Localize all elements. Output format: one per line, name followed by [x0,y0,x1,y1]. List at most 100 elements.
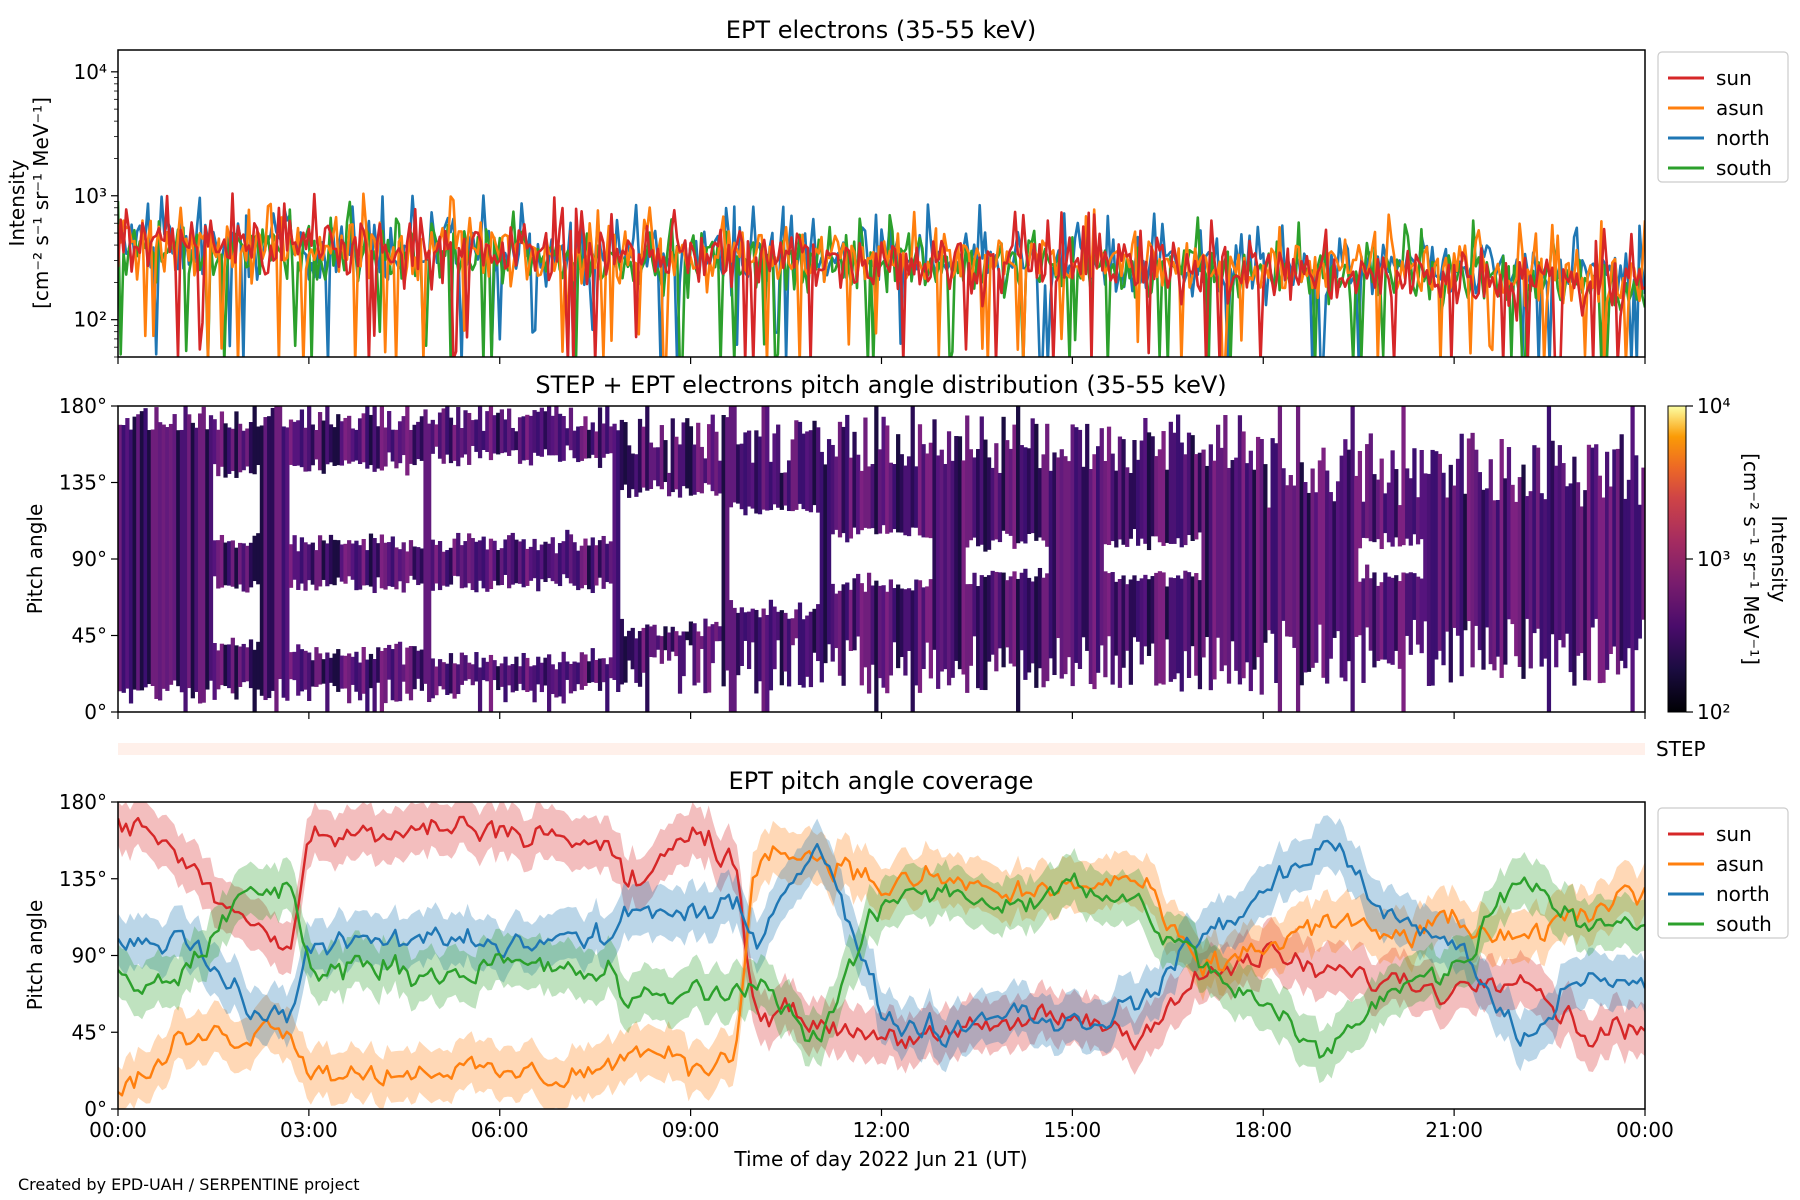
heatmap-cell [492,415,497,454]
heatmap-cell [765,614,770,712]
heatmap-cell [1568,483,1573,673]
heatmap-cell [354,429,359,461]
heatmap-cell [1106,426,1112,546]
heatmap-cell [801,619,806,688]
heatmap-cell [1143,417,1148,544]
heatmap-cell [474,541,479,593]
heatmap-cell [845,582,850,641]
heatmap-cell [1434,451,1439,660]
panel1-frame [117,49,1646,358]
panel4-ylabel: Pitch angle [23,900,47,1011]
heatmap-cell [448,547,454,585]
panel1-legend-label-north: north [1716,126,1770,150]
heatmap-cell [419,649,424,691]
heatmap-cell [536,411,541,456]
heatmap-cell [368,653,374,689]
heatmap-cell [437,541,443,591]
heatmap-cell [579,426,584,461]
heatmap-cell [1543,499,1548,659]
heatmap-cell [1114,470,1119,548]
heatmap-cell [550,537,555,582]
heatmap-cell [427,423,432,703]
heatmap-cell [205,429,210,690]
heatmap-cell [197,413,203,704]
heatmap-cell [1092,454,1097,690]
heatmap-cell [965,584,970,693]
heatmap-cell [1448,464,1453,683]
heatmap-cell [1470,432,1475,668]
heatmap-cell [1023,568,1028,680]
heatmap-cell [1106,573,1112,637]
heatmap-cell [925,453,930,538]
heatmap-cell [579,545,584,589]
heatmap-cell [347,540,352,577]
panel2-x-ticks [117,712,1646,719]
heatmap-cell [736,612,741,676]
heatmap-cell [783,612,788,672]
heatmap-cell [1005,580,1010,648]
heatmap-cell [416,547,421,586]
heatmap-cell [1059,449,1064,679]
heatmap-cell [543,411,548,450]
heatmap-cell [507,535,512,589]
panel4-legend-label-south: south [1716,912,1772,936]
heatmap-cell [492,660,497,681]
heatmap-cell [903,589,908,676]
heatmap-cell [772,433,777,505]
heatmap-cell [576,426,581,463]
heatmap-cell [121,425,126,693]
heatmap-cell [1372,572,1377,668]
heatmap-cell [612,423,617,680]
heatmap-cell [532,410,537,453]
heatmap-cell [794,609,799,639]
panel4-xtick-label-6: 18:00 [1234,1118,1292,1142]
heatmap-cell [634,638,639,683]
heatmap-cell [565,428,570,446]
heatmap-cell [223,644,228,687]
heatmap-cell [605,543,610,583]
heatmap-cell [514,431,519,451]
heatmap-cell [470,538,475,591]
heatmap-cell [674,631,679,657]
heatmap-cell [805,431,810,511]
heatmap-cell [503,656,508,703]
heatmap-cell [1019,572,1024,651]
heatmap-cell [976,449,981,547]
heatmap-cell [990,570,995,655]
heatmap-cell [325,652,330,712]
heatmap-cell [1255,436,1261,658]
heatmap-cell [994,443,999,540]
heatmap-cell [448,653,454,694]
heatmap-cell [1535,447,1541,629]
heatmap-cell [1590,447,1595,628]
heatmap-cell [368,414,374,466]
heatmap-cell [405,406,410,476]
panel2-ytick-label-3: 135° [59,471,107,495]
heatmap-cell [1139,440,1144,539]
heatmap-cell [928,579,933,679]
heatmap-cell [1277,406,1283,712]
intensity-series-group [118,192,1645,357]
heatmap-cell [1459,433,1464,677]
heatmap-cell [1157,571,1163,684]
heatmap-cell [816,604,821,662]
heatmap-cell [652,447,657,481]
heatmap-cell [772,606,777,670]
heatmap-cell [1506,447,1512,620]
heatmap-cell [1365,444,1370,539]
heatmap-cell [1012,424,1017,549]
heatmap-cell [372,406,377,472]
heatmap-cell [1016,406,1021,544]
heatmap-cell [1517,477,1522,667]
heatmap-cell [659,636,664,664]
heatmap-cell [1037,468,1043,538]
heatmap-cell [1394,575,1399,651]
heatmap-cell [1252,469,1257,670]
heatmap-cell [499,663,504,687]
heatmap-cell [688,621,694,646]
heatmap-cell [972,457,977,538]
heatmap-cell [550,415,555,456]
heatmap-cell [354,540,359,591]
panel4-xtick-label-5: 15:00 [1044,1118,1102,1142]
panel2-y-ticks: 0° 45° 90° 135° 180° [59,394,118,724]
